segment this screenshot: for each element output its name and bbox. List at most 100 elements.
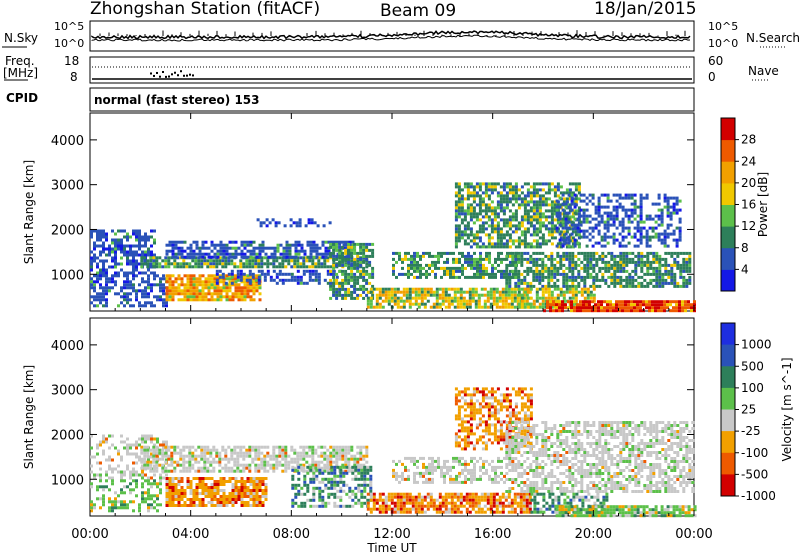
data-cell (143, 256, 147, 260)
data-cell (574, 200, 578, 204)
data-cell (302, 466, 306, 470)
data-cell (171, 280, 175, 284)
data-cell (438, 305, 442, 309)
data-cell (182, 457, 186, 461)
data-cell (561, 226, 565, 230)
data-cell (600, 220, 604, 224)
data-cell (462, 305, 466, 309)
data-cell (547, 239, 551, 243)
data-cell (257, 466, 261, 470)
data-cell (444, 293, 448, 297)
data-cell (129, 473, 132, 477)
data-cell (341, 257, 345, 261)
nave-point (165, 75, 167, 78)
data-cell (482, 266, 485, 270)
data-cell (392, 272, 395, 276)
data-cell (645, 229, 649, 233)
data-cell (117, 274, 120, 278)
data-cell (467, 257, 470, 261)
data-cell (332, 445, 336, 449)
data-cell (529, 206, 533, 210)
data-cell (338, 293, 342, 297)
data-cell (96, 485, 99, 489)
data-cell (604, 281, 608, 285)
data-cell (423, 287, 427, 291)
data-cell (222, 283, 226, 287)
data-cell (228, 286, 232, 290)
data-cell (460, 230, 464, 234)
data-cell (491, 263, 494, 267)
data-cell (615, 217, 619, 221)
data-cell (472, 209, 476, 213)
data-cell (589, 296, 593, 300)
data-cell (275, 259, 279, 263)
data-cell (344, 287, 348, 291)
data-cell (535, 296, 539, 300)
data-cell (583, 290, 587, 294)
data-cell (198, 504, 202, 507)
data-cell (565, 278, 569, 282)
data-cell (162, 298, 165, 302)
data-cell (252, 246, 256, 250)
data-cell (613, 278, 617, 282)
data-cell (161, 265, 165, 269)
data-cell (135, 268, 138, 272)
data-cell (111, 280, 114, 284)
data-cell (296, 262, 300, 266)
data-cell (489, 305, 493, 309)
data-cell (129, 286, 132, 290)
data-cell (449, 251, 452, 255)
data-cell (198, 246, 202, 250)
data-cell (449, 269, 452, 273)
data-cell (589, 263, 593, 267)
data-cell (233, 457, 237, 461)
data-cell (588, 303, 591, 307)
data-cell (538, 194, 542, 198)
data-cell (576, 241, 580, 245)
data-cell (625, 254, 629, 258)
data-cell (245, 265, 249, 269)
data-cell (335, 262, 339, 266)
data-cell (504, 305, 508, 309)
data-cell (504, 296, 508, 300)
data-cell (651, 226, 655, 230)
data-cell (240, 498, 244, 501)
data-cell (655, 254, 659, 258)
data-cell (564, 205, 568, 209)
data-cell (496, 230, 500, 234)
data-cell (291, 504, 295, 508)
data-cell (495, 296, 499, 300)
data-cell (90, 262, 93, 266)
data-cell (234, 286, 238, 290)
data-cell (167, 454, 171, 458)
data-cell (341, 457, 345, 461)
data-cell (120, 268, 123, 272)
data-cell (654, 220, 658, 224)
data-cell (237, 295, 241, 299)
data-cell (550, 257, 554, 261)
data-cell (452, 260, 455, 264)
data-cell (159, 289, 162, 293)
data-cell (396, 296, 400, 300)
data-cell (170, 460, 174, 464)
data-cell (275, 445, 279, 449)
data-cell (141, 253, 144, 257)
data-cell (568, 269, 572, 273)
data-cell (150, 455, 153, 459)
data-cell (225, 298, 229, 302)
data-cell (507, 290, 511, 294)
data-cell (171, 289, 175, 293)
data-cell (523, 275, 527, 279)
data-cell (221, 445, 225, 449)
data-cell (143, 466, 147, 470)
data-cell (594, 205, 598, 209)
data-cell (603, 220, 607, 224)
data-cell (597, 229, 601, 233)
data-cell (99, 506, 102, 510)
data-cell (407, 269, 410, 273)
data-cell (580, 290, 584, 294)
data-cell (610, 254, 614, 258)
data-cell (496, 221, 500, 225)
data-cell (161, 463, 165, 467)
data-cell (446, 251, 449, 255)
